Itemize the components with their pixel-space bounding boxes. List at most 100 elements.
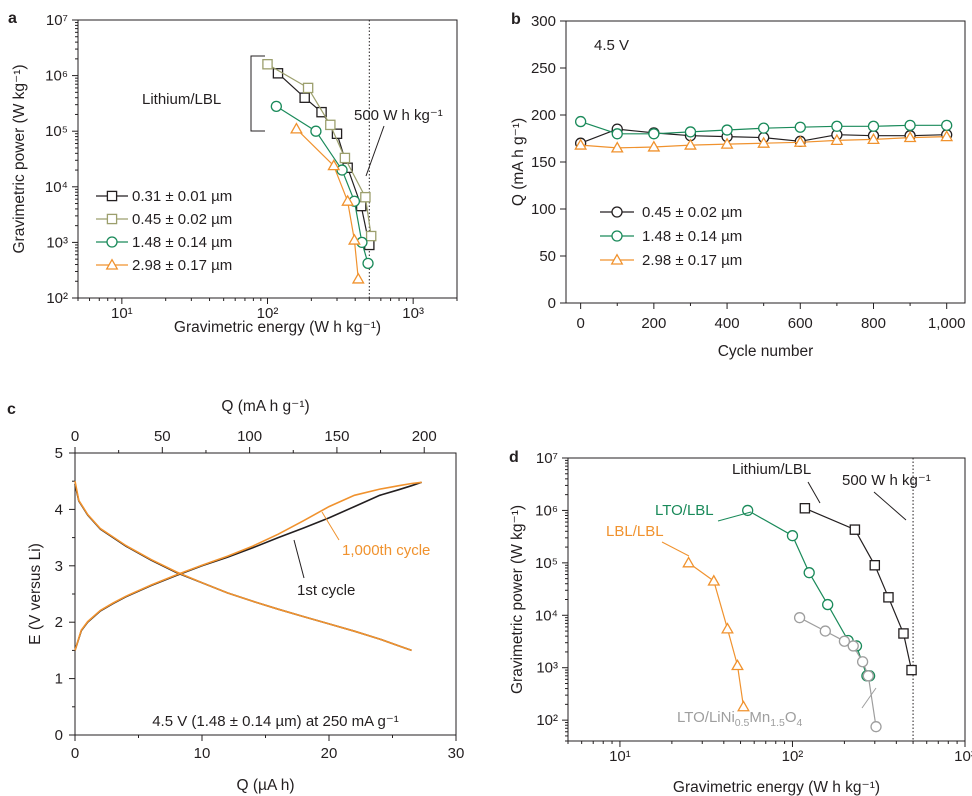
x-axis-title: Gravimetric energy (W h kg⁻¹) <box>174 319 381 336</box>
data-point <box>794 121 806 133</box>
data-point <box>799 503 811 514</box>
panel-c: c 0 10 20 30 0 50 100 150 200 0 1 2 3 4 5 Q (µA h) Q (mA … <box>7 398 464 794</box>
data-point <box>906 664 917 676</box>
data-point <box>903 130 917 143</box>
panel-b: b 0 200 400 600 800 1,000 0 50 100 150 200 250 300 Cyc… <box>510 11 966 360</box>
x-tick-label: 10¹ <box>609 748 631 765</box>
annotation-lithium-lbl: Lithium/LBL <box>142 91 221 108</box>
data-point <box>838 635 851 647</box>
data-point <box>847 640 859 652</box>
label-part: O <box>785 709 797 726</box>
legend: 0.31 ± 0.01 µm 0.45 ± 0.02 µm 1.48 ± 0.14 … <box>96 188 232 274</box>
y-tick-label: 10² <box>536 712 558 729</box>
data-point <box>299 92 310 103</box>
data-point <box>325 119 336 131</box>
data-point <box>574 138 588 150</box>
data-point <box>758 122 770 134</box>
data-point <box>648 128 660 140</box>
legend: 0.45 ± 0.02 µm 1.48 ± 0.14 µm 2.98 ± 0.17 … <box>600 204 742 269</box>
y-tick-label: 10⁴ <box>535 607 558 624</box>
data-point <box>856 656 869 668</box>
annotation-4-5v: 4.5 V <box>594 37 629 54</box>
y-tick-label: 4 <box>55 501 63 518</box>
data-point <box>302 82 314 94</box>
series-line <box>277 72 370 246</box>
data-point <box>737 700 750 712</box>
data-point <box>830 133 844 145</box>
data-point <box>339 152 351 164</box>
label-part: LTO/LiNi <box>677 709 735 726</box>
x2-axis-title: Q (mA h g⁻¹) <box>221 398 309 415</box>
y-tick-label: 10⁶ <box>45 68 68 85</box>
x2-tick-label: 150 <box>324 428 349 445</box>
panel-letter-d: d <box>509 449 519 466</box>
y-tick-label: 150 <box>531 154 556 171</box>
y-axis-title: Gravimetric power (W kg⁻¹) <box>509 505 526 694</box>
data-point <box>867 132 880 145</box>
data-point <box>360 191 371 203</box>
y-tick-label: 50 <box>539 248 556 265</box>
label-lithium-lbl: Lithium/LBL <box>732 461 811 478</box>
series-1 <box>574 115 953 140</box>
subscript: 1.5 <box>770 717 785 729</box>
y-tick-label: 10⁴ <box>45 179 68 196</box>
annotation-1000th-cycle: 1,000th cycle <box>342 542 430 559</box>
data-point <box>610 141 624 153</box>
x-tick-label: 0 <box>576 315 584 332</box>
data-point <box>270 100 282 112</box>
discharge-curve <box>74 483 412 652</box>
data-point <box>574 115 587 128</box>
plot-frame <box>567 457 966 742</box>
leader-lbl <box>661 541 690 557</box>
panel-d: d 10¹ 10² 10³ 10² 10³ 10⁴ 10⁵ 10⁶ 10⁷ Gravimetric … <box>509 449 972 796</box>
x-tick-label: 20 <box>321 745 338 762</box>
series-1 <box>262 59 377 242</box>
y-axis-title: Gravimetric power (W kg⁻¹) <box>11 64 28 253</box>
series-3 <box>793 612 882 733</box>
legend-label: 0.31 ± 0.01 µm <box>132 188 232 205</box>
data-point <box>793 135 807 147</box>
leader-1000th <box>321 511 340 541</box>
data-point <box>290 122 303 134</box>
charge-curve <box>74 481 422 651</box>
label-lto-lnmo: LTO/LiNi0.5Mn1.5O4 <box>677 709 803 729</box>
series-3 <box>290 122 365 284</box>
x-axis-title: Cycle number <box>718 343 814 360</box>
x-axis-title: Gravimetric energy (W h kg⁻¹) <box>673 779 880 796</box>
annotation-leader <box>365 125 385 177</box>
label-part: Mn <box>749 709 770 726</box>
y-tick-label: 10⁶ <box>535 502 558 519</box>
y-tick-label: 1 <box>55 671 63 688</box>
data-point <box>819 625 831 637</box>
leader-lto-lnmo <box>861 687 877 709</box>
data-point <box>682 556 696 568</box>
y-tick-label: 250 <box>531 60 556 77</box>
subscript: 0.5 <box>735 717 750 729</box>
series-0 <box>799 503 917 676</box>
x-tick-label: 200 <box>641 315 666 332</box>
data-point <box>365 230 377 242</box>
leader-500 <box>873 491 907 521</box>
legend-label: 1.48 ± 0.14 µm <box>642 228 742 245</box>
discharge-curve <box>74 481 412 652</box>
x-tick-label: 0 <box>71 745 79 762</box>
y-tick-label: 2 <box>55 614 63 631</box>
curve-0 <box>74 481 422 652</box>
y-tick-label: 10⁵ <box>535 555 558 572</box>
data-point <box>327 159 341 171</box>
x-tick-label: 30 <box>448 745 465 762</box>
data-point <box>849 524 861 535</box>
x-tick-label: 800 <box>861 315 886 332</box>
data-point <box>870 721 882 733</box>
y-tick-label: 0 <box>548 295 556 312</box>
y-tick-label: 5 <box>55 445 63 462</box>
y-axis-title: Q (mA h g⁻¹) <box>510 118 527 206</box>
x-tick-label: 400 <box>715 315 740 332</box>
data-point <box>869 560 881 571</box>
y-tick-label: 10⁷ <box>536 450 558 467</box>
charge-curve <box>74 481 422 651</box>
annotation-conditions: 4.5 V (1.48 ± 0.14 µm) at 250 mA g⁻¹ <box>152 713 399 730</box>
legend-marker <box>611 230 623 242</box>
panel-letter-b: b <box>511 11 521 28</box>
